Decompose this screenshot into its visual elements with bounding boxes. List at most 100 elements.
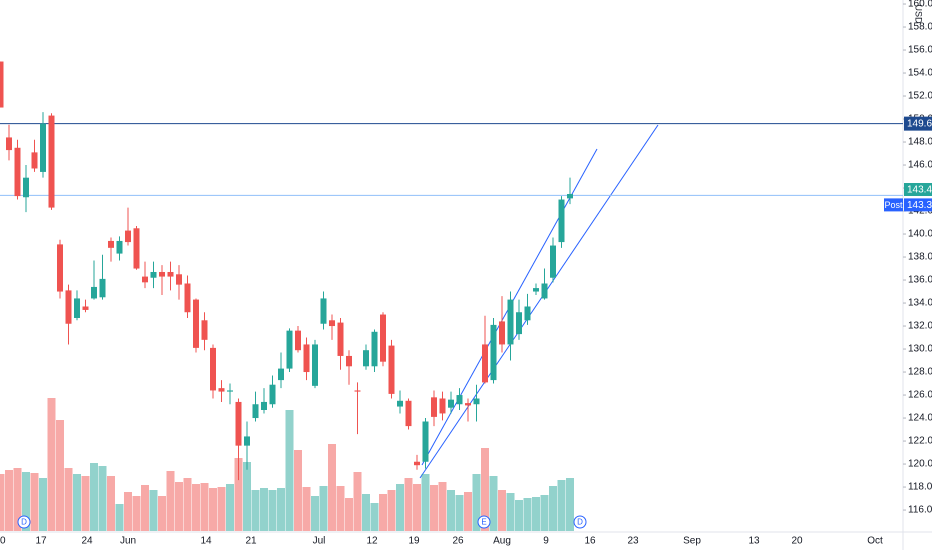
candle-body xyxy=(499,321,505,345)
event-marker xyxy=(573,515,587,529)
candle-body xyxy=(558,199,565,243)
volume-bar xyxy=(319,486,328,531)
candle-body xyxy=(380,314,386,362)
candle-body xyxy=(422,421,429,462)
candle-body xyxy=(65,290,72,324)
candle-body xyxy=(431,397,437,417)
volume-bar xyxy=(506,493,515,531)
candle-body xyxy=(48,115,55,208)
volume-bar xyxy=(124,492,132,531)
volume-bar xyxy=(22,472,30,531)
volume-bar xyxy=(311,496,319,531)
candle-body xyxy=(167,271,174,277)
event-marker xyxy=(17,515,31,529)
volume-bar xyxy=(438,482,447,531)
y-tick-label: 136.00 xyxy=(908,275,932,286)
y-tick-label: 130.00 xyxy=(908,344,932,355)
x-tick-label: 12 xyxy=(366,536,378,547)
candle-body xyxy=(176,274,182,285)
x-tick-label: 19 xyxy=(408,536,420,547)
candle-body xyxy=(482,344,488,383)
volume-bar xyxy=(243,462,251,531)
volume-bar xyxy=(421,474,430,531)
volume-bar xyxy=(532,497,540,531)
event-marker-label: E xyxy=(481,518,486,527)
volume-bar xyxy=(98,466,107,531)
candle-body xyxy=(286,330,293,369)
candle-body xyxy=(414,461,420,466)
volume-bar xyxy=(387,490,396,531)
candle-body xyxy=(150,271,157,278)
candle-body xyxy=(133,228,140,269)
candle-body xyxy=(533,288,539,292)
candle-body xyxy=(91,286,97,299)
volume-bar xyxy=(345,498,353,531)
candle-body xyxy=(397,400,403,407)
candle-body xyxy=(405,400,412,427)
x-tick-label: 17 xyxy=(35,536,47,547)
y-tick-label: 160.00 xyxy=(908,0,932,10)
volume-bar xyxy=(107,476,115,531)
candle-body xyxy=(82,306,89,310)
volume-bar xyxy=(90,463,98,531)
candle-body xyxy=(108,240,114,248)
candle-body xyxy=(116,240,123,254)
x-tick-label: 10 xyxy=(0,536,6,547)
y-tick-label: 132.00 xyxy=(908,321,932,332)
price-line-label: 149.60 xyxy=(907,118,932,129)
candle-body xyxy=(74,298,80,318)
y-tick-label: 118.00 xyxy=(908,482,932,493)
candle-body xyxy=(524,306,531,321)
post-name: Post xyxy=(884,200,903,210)
event-marker xyxy=(477,515,491,529)
volume-bar xyxy=(404,478,413,531)
candle-body xyxy=(218,388,225,392)
volume-bar xyxy=(183,478,192,531)
candle-body xyxy=(567,194,573,199)
candle-body xyxy=(363,350,369,367)
y-tick-label: 120.00 xyxy=(908,459,932,470)
candle-body xyxy=(346,355,352,367)
volume-bar xyxy=(56,420,64,531)
volume-bar xyxy=(498,490,506,531)
y-tick-label: 148.00 xyxy=(908,137,932,148)
candle-body xyxy=(465,403,471,406)
candle-body xyxy=(320,298,327,324)
candle-body xyxy=(193,299,199,348)
volume-bar xyxy=(64,468,73,531)
volume-bar xyxy=(353,472,362,531)
volume-bar xyxy=(523,498,532,531)
volume-bar xyxy=(166,471,175,531)
candle-body xyxy=(125,230,131,243)
volume-bar xyxy=(515,500,523,531)
candle-body xyxy=(354,390,361,392)
candle-body xyxy=(6,137,12,151)
volume-bar xyxy=(149,490,158,531)
channel-line xyxy=(419,124,659,479)
y-tick-label: 146.00 xyxy=(908,160,932,171)
volume-bar xyxy=(379,494,387,531)
volume-bar xyxy=(234,458,243,531)
candle-body xyxy=(40,123,46,172)
candle-body xyxy=(201,320,208,340)
candle-body xyxy=(261,401,267,410)
candle-body xyxy=(507,299,514,345)
candle-body xyxy=(456,395,463,405)
x-tick-label: Jun xyxy=(120,536,136,547)
candle-body xyxy=(99,278,106,298)
x-tick-label: 26 xyxy=(452,536,464,547)
volume-bar xyxy=(328,444,336,531)
volume-bar xyxy=(251,490,260,531)
volume-bar xyxy=(141,485,149,531)
volume-bar xyxy=(158,496,166,531)
volume-bar xyxy=(81,476,90,531)
volume-bar xyxy=(209,488,217,531)
volume-bar xyxy=(370,503,379,531)
volume-bar xyxy=(0,474,5,531)
last-price-box xyxy=(904,183,932,197)
x-tick-label: 21 xyxy=(245,536,257,547)
event-marker-label: D xyxy=(577,518,583,527)
post-price-box xyxy=(904,198,932,212)
y-tick-label: 134.00 xyxy=(908,298,932,309)
